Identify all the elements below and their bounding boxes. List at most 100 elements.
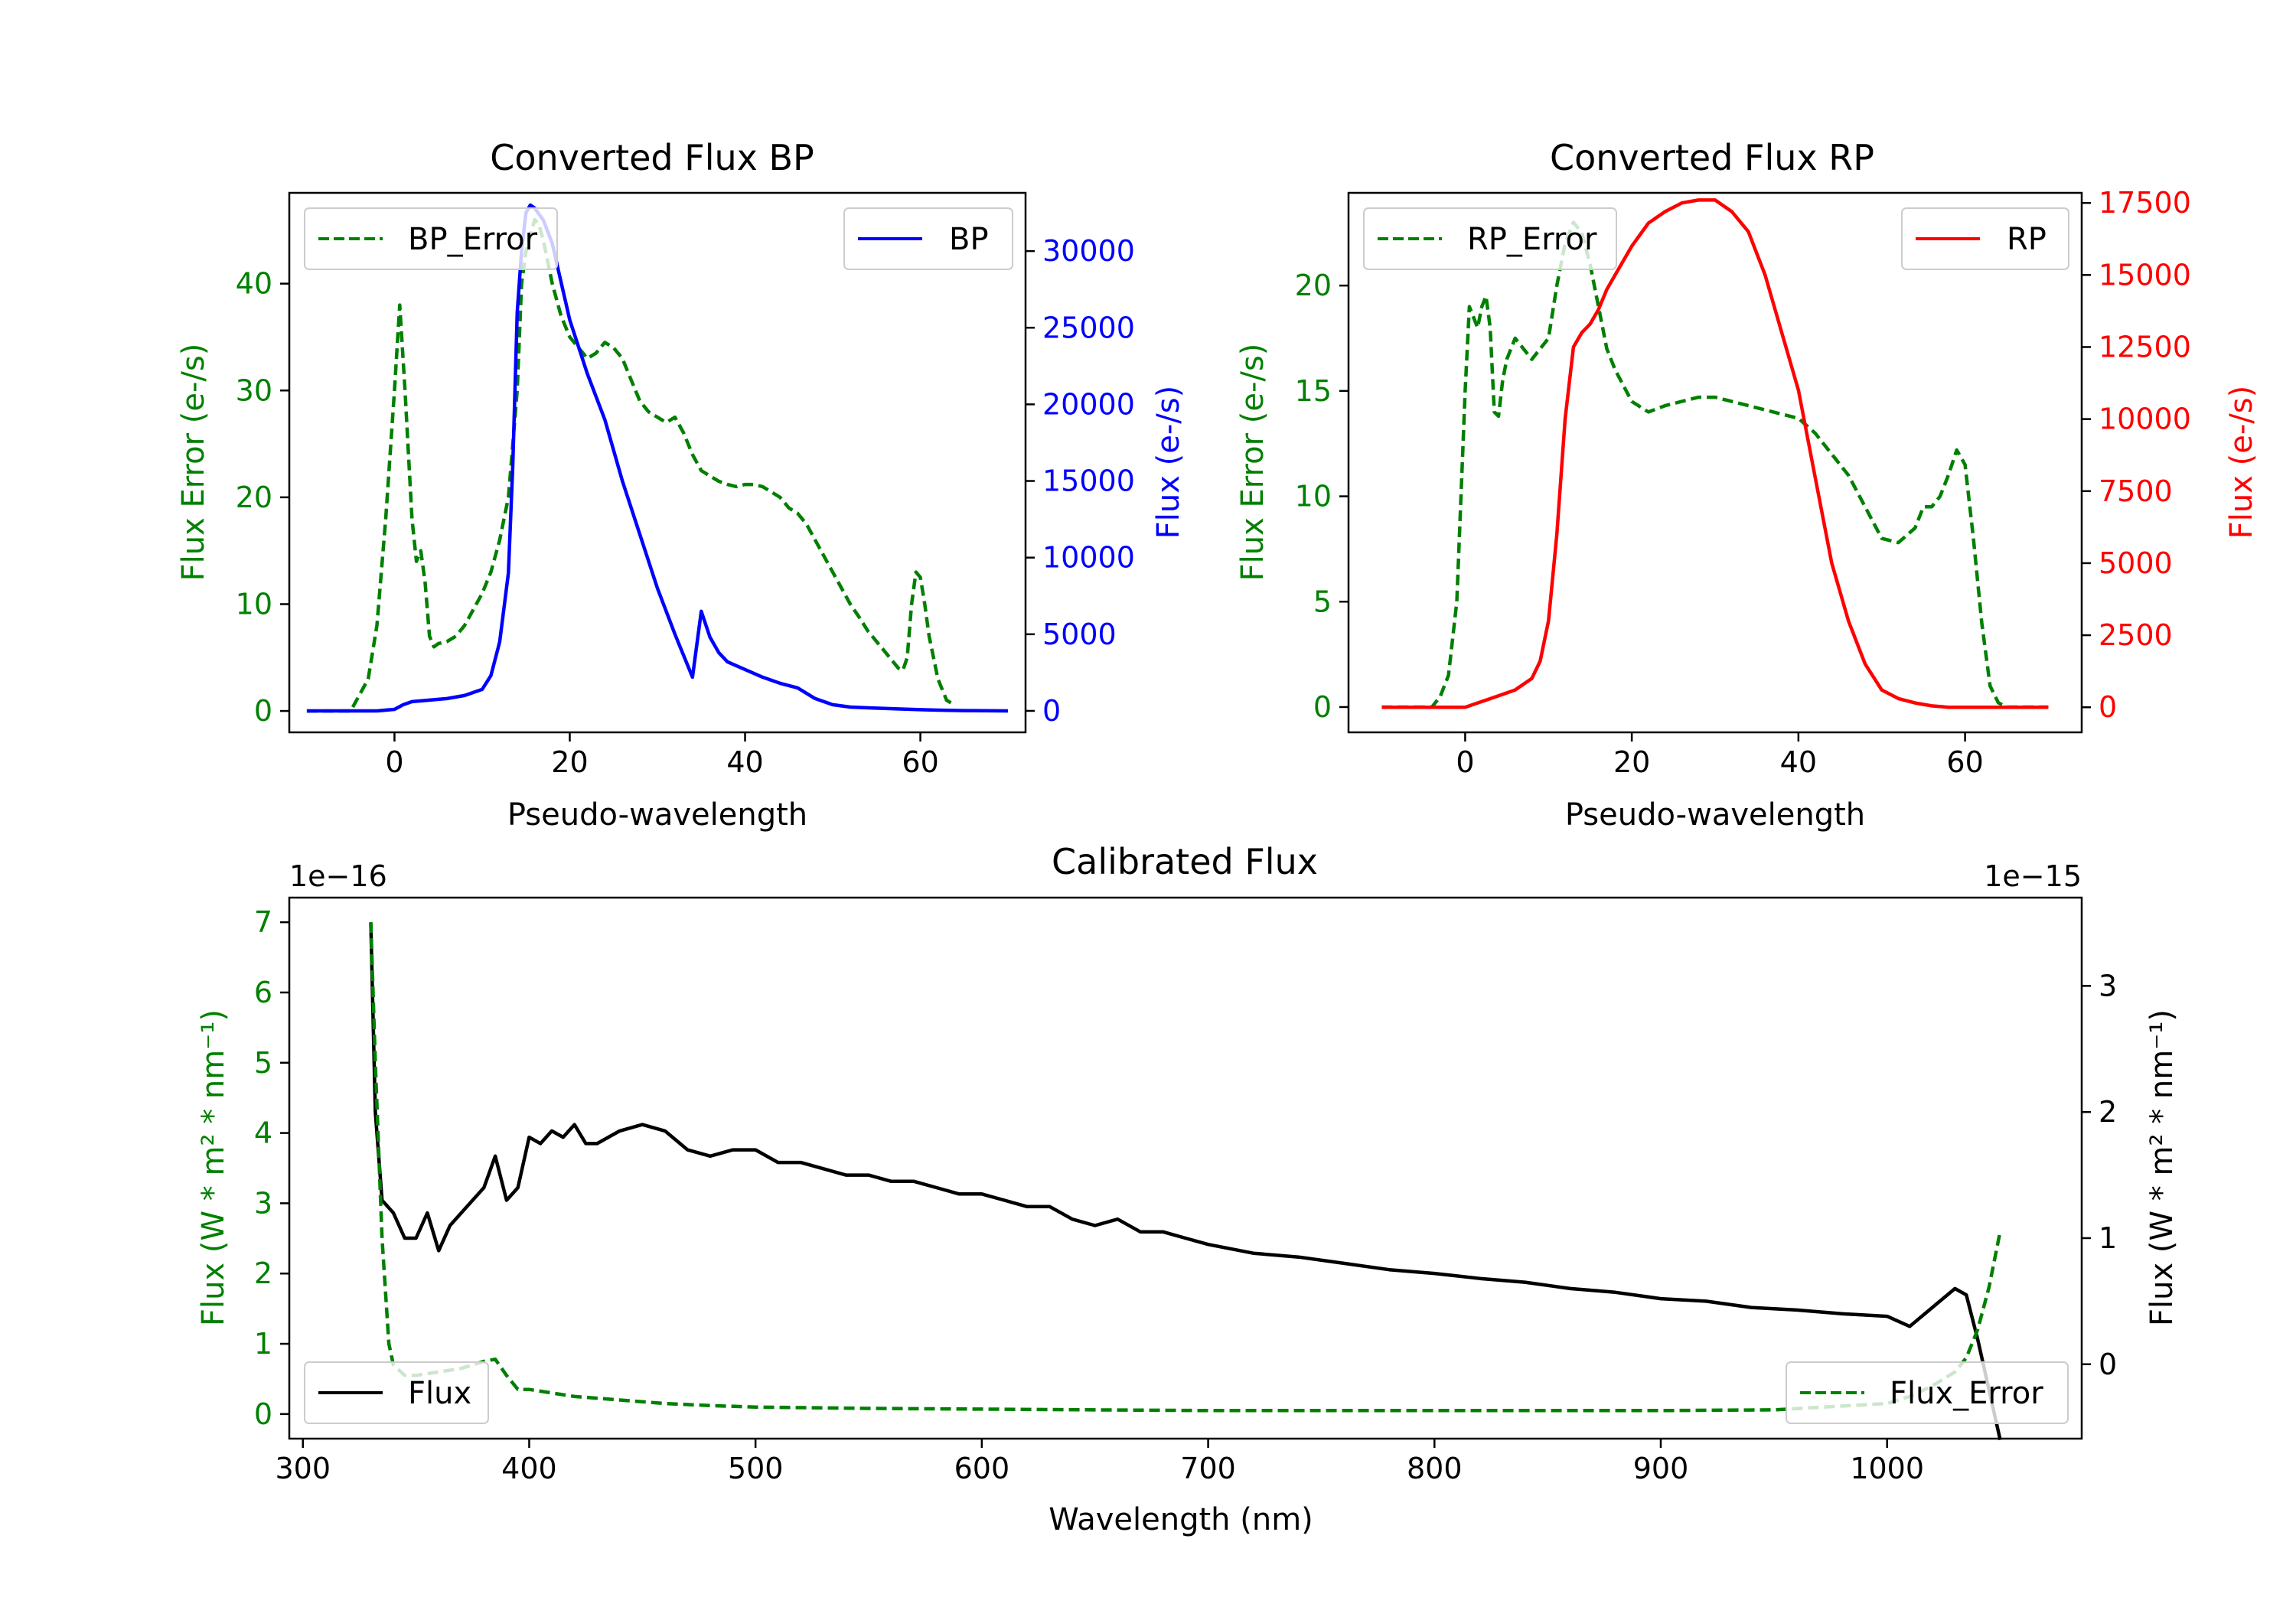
rp-x-tick-label: 60 bbox=[1946, 745, 1983, 779]
rp-legend-flux: RP bbox=[1901, 207, 2069, 270]
rp-x-tick-label: 40 bbox=[1780, 745, 1817, 779]
bp-legend-error-label: BP_Error bbox=[408, 222, 538, 257]
bp-left-tick-label: 40 bbox=[236, 267, 272, 301]
cal-x-tick-label: 900 bbox=[1633, 1452, 1689, 1485]
cal-x-tick-label: 600 bbox=[954, 1452, 1010, 1485]
cal-plot-frame bbox=[288, 896, 2083, 1440]
rp-right-axis: 0 2500 5000 7500 10000 12500 15000 17500 bbox=[2082, 186, 2191, 724]
cal-x-tick-label: 800 bbox=[1407, 1452, 1463, 1485]
bp-error-curve-layer bbox=[306, 217, 957, 713]
cal-legend-error: Flux_Error bbox=[1786, 1361, 2069, 1424]
rp-x-label: Pseudo-wavelength bbox=[1565, 797, 1865, 833]
rp-legend-error: RP_Error bbox=[1363, 207, 1617, 270]
cal-x-axis: 300 400 500 600 700 800 900 1000 bbox=[275, 1439, 1924, 1485]
bp-error-line bbox=[306, 217, 957, 713]
rp-panel: Converted Flux RP 0 20 40 60 0 5 10 15 20 0 2500… bbox=[1235, 137, 2259, 833]
rp-x-axis: 0 20 40 60 bbox=[1456, 732, 1984, 779]
bp-plot-frame bbox=[288, 191, 1027, 734]
cal-left-axis: 0 1 2 3 4 5 6 7 bbox=[254, 905, 289, 1431]
cal-right-tick-label: 1 bbox=[2099, 1221, 2117, 1255]
bp-left-axis: 0 10 20 30 40 bbox=[236, 267, 289, 728]
rp-legend-error-label: RP_Error bbox=[1467, 222, 1597, 257]
rp-right-tick-label: 15000 bbox=[2099, 258, 2191, 292]
cal-x-tick-label: 300 bbox=[275, 1452, 331, 1485]
rp-flux-line bbox=[1381, 198, 2049, 709]
rp-right-y-label: Flux (e-/s) bbox=[2224, 386, 2259, 539]
rp-error-curve-layer bbox=[1381, 220, 2049, 709]
cal-x-tick-label: 400 bbox=[501, 1452, 557, 1485]
bp-right-tick-label: 20000 bbox=[1042, 387, 1135, 421]
bp-x-tick-label: 0 bbox=[385, 745, 403, 779]
cal-panel: Calibrated Flux 1e−16 1e−15 300 400 500 600… bbox=[196, 841, 2180, 1537]
bp-x-tick-label: 20 bbox=[551, 745, 588, 779]
cal-right-offset-text: 1e−15 bbox=[1984, 859, 2082, 893]
bp-right-tick-label: 5000 bbox=[1042, 618, 1117, 651]
cal-legend-error-box bbox=[1786, 1361, 2069, 1424]
rp-right-tick-label: 12500 bbox=[2099, 330, 2191, 363]
cal-legend-flux-box bbox=[304, 1361, 489, 1424]
rp-legend-error-box bbox=[1363, 207, 1617, 270]
cal-x-tick-label: 500 bbox=[728, 1452, 784, 1485]
rp-left-tick-label: 5 bbox=[1313, 585, 1332, 618]
rp-right-tick-label: 10000 bbox=[2099, 403, 2191, 436]
cal-left-tick-label: 4 bbox=[254, 1116, 272, 1150]
bp-right-tick-label: 15000 bbox=[1042, 464, 1135, 498]
rp-right-tick-label: 7500 bbox=[2099, 474, 2173, 508]
bp-legend-flux: BP bbox=[843, 207, 1013, 270]
bp-x-tick-label: 60 bbox=[902, 745, 938, 779]
bp-right-y-label: Flux (e-/s) bbox=[1151, 386, 1186, 539]
rp-error-line bbox=[1381, 220, 2049, 709]
cal-flux-line bbox=[369, 922, 2002, 1441]
cal-right-tick-label: 0 bbox=[2099, 1348, 2117, 1381]
bp-right-tick-label: 0 bbox=[1042, 694, 1061, 728]
rp-left-tick-label: 20 bbox=[1295, 269, 1332, 302]
rp-legend-flux-label: RP bbox=[2007, 222, 2047, 257]
cal-left-tick-label: 1 bbox=[254, 1327, 272, 1361]
rp-left-axis: 0 5 10 15 20 bbox=[1295, 269, 1349, 724]
cal-left-tick-label: 3 bbox=[254, 1186, 272, 1220]
cal-legend-flux-label: Flux bbox=[408, 1376, 471, 1411]
cal-title: Calibrated Flux bbox=[1052, 841, 1318, 882]
bp-panel: Converted Flux BP 0 20 40 60 0 10 20 30 40 0 500… bbox=[176, 137, 1186, 833]
bp-legend-flux-label: BP bbox=[949, 222, 989, 257]
bp-left-tick-label: 10 bbox=[236, 587, 272, 621]
bp-right-tick-label: 10000 bbox=[1042, 541, 1135, 575]
rp-x-tick-label: 20 bbox=[1613, 745, 1650, 779]
cal-legend-error-label: Flux_Error bbox=[1890, 1376, 2043, 1411]
rp-left-tick-label: 15 bbox=[1295, 374, 1332, 408]
cal-left-y-label: Flux (W * m² * nm⁻¹) bbox=[196, 1009, 231, 1326]
cal-flux-curve-layer bbox=[369, 922, 2002, 1441]
bp-x-label: Pseudo-wavelength bbox=[507, 797, 807, 833]
rp-right-tick-label: 0 bbox=[2099, 690, 2117, 724]
cal-x-label: Wavelength (nm) bbox=[1049, 1502, 1313, 1537]
bp-right-axis: 0 5000 10000 15000 20000 25000 30000 bbox=[1026, 234, 1135, 728]
rp-x-tick-label: 0 bbox=[1456, 745, 1474, 779]
rp-left-y-label: Flux Error (e-/s) bbox=[1235, 344, 1270, 582]
cal-right-tick-label: 3 bbox=[2099, 969, 2117, 1002]
bp-left-y-label: Flux Error (e-/s) bbox=[176, 344, 211, 582]
rp-right-tick-label: 2500 bbox=[2099, 618, 2173, 652]
cal-x-tick-label: 1000 bbox=[1850, 1452, 1924, 1485]
bp-x-tick-label: 40 bbox=[726, 745, 763, 779]
rp-flux-curve-layer bbox=[1381, 198, 2049, 709]
bp-legend-error: BP_Error bbox=[304, 207, 558, 270]
cal-left-tick-label: 7 bbox=[254, 905, 272, 939]
cal-right-y-label: Flux (W * m² * nm⁻¹) bbox=[2144, 1009, 2180, 1326]
bp-flux-curve-layer bbox=[306, 203, 1009, 713]
cal-x-tick-label: 700 bbox=[1180, 1452, 1236, 1485]
rp-right-tick-label: 5000 bbox=[2099, 546, 2173, 580]
cal-left-tick-label: 5 bbox=[254, 1046, 272, 1080]
cal-legend-flux: Flux bbox=[304, 1361, 489, 1424]
rp-right-tick-label: 17500 bbox=[2099, 186, 2191, 220]
bp-flux-line bbox=[306, 203, 1009, 713]
rp-left-tick-label: 10 bbox=[1295, 480, 1332, 513]
bp-right-tick-label: 30000 bbox=[1042, 234, 1135, 268]
cal-right-axis: 0 1 2 3 bbox=[2082, 969, 2117, 1381]
bp-legend-flux-box bbox=[843, 207, 1013, 270]
cal-left-tick-label: 0 bbox=[254, 1397, 272, 1431]
cal-right-tick-label: 2 bbox=[2099, 1095, 2117, 1129]
bp-x-axis: 0 20 40 60 bbox=[385, 732, 939, 779]
bp-legend-error-box bbox=[304, 207, 558, 270]
bp-title: Converted Flux BP bbox=[490, 137, 814, 178]
